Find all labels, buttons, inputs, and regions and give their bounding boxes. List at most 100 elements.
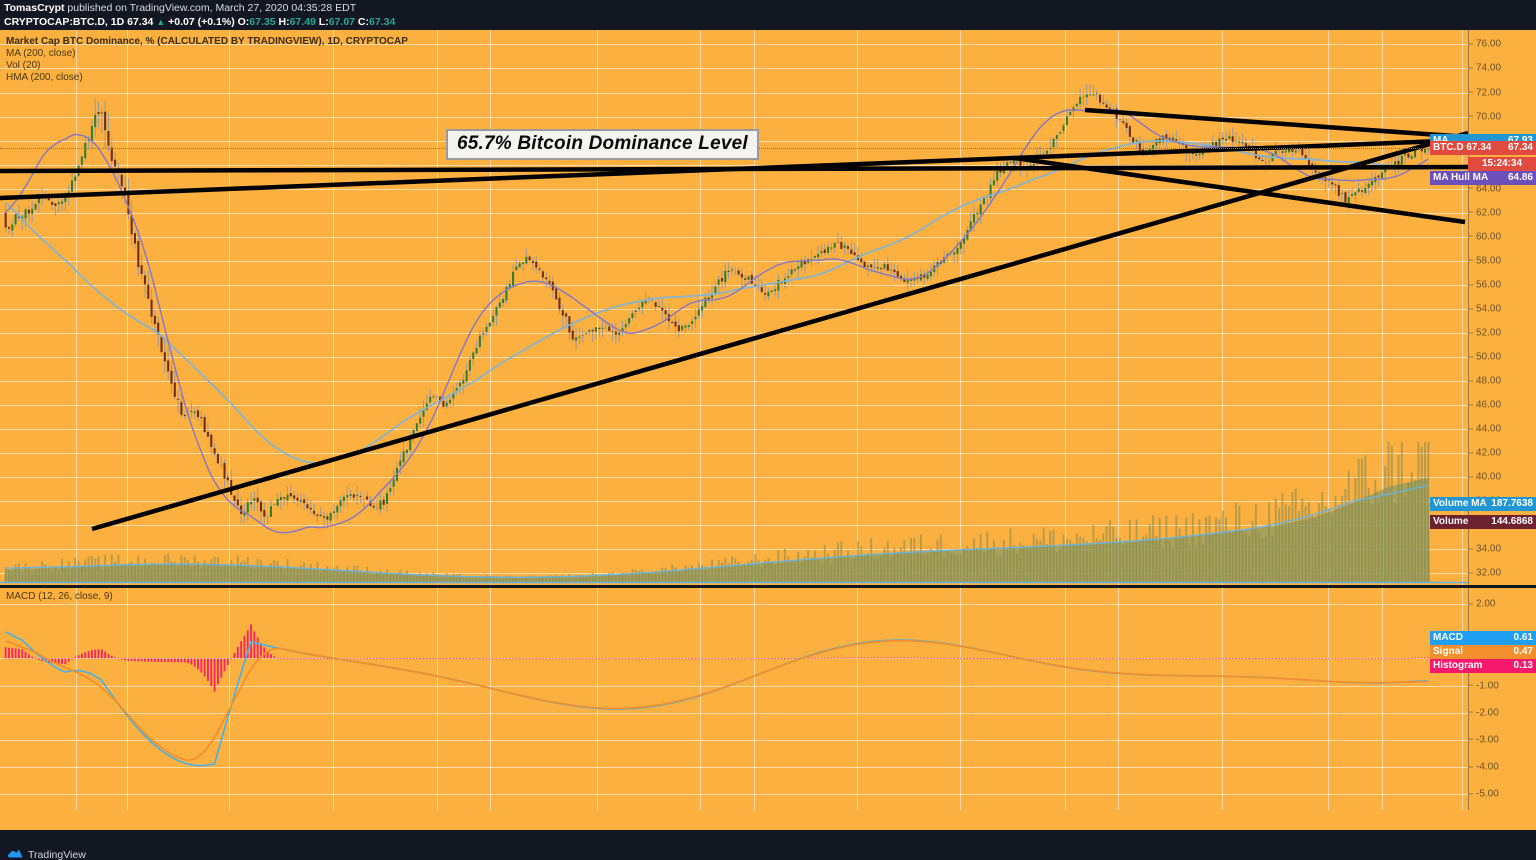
scale-tick: -4.00 (1468, 761, 1536, 772)
macd-scale[interactable]: 2.000.00-1.00-2.00-3.00-4.00-5.00 MACD 0… (1430, 588, 1536, 810)
scale-tick: 56.00 (1468, 279, 1536, 290)
gridline-v (333, 588, 334, 810)
gridline-v (857, 588, 858, 810)
trendline-drawings[interactable] (0, 30, 1468, 585)
gridline-h (0, 524, 1468, 526)
gridline-v (1382, 30, 1383, 585)
gridline-h (0, 44, 1468, 46)
tradingview-cloud-icon (8, 849, 23, 858)
scale-tick: 34.00 (1468, 544, 1536, 555)
gridline-v (1222, 30, 1223, 585)
price-pane[interactable]: Market Cap BTC Dominance, % (CALCULATED … (0, 30, 1468, 585)
dominance-level-annotation[interactable]: 65.7% Bitcoin Dominance Level (446, 129, 759, 160)
gridline-h (0, 404, 1468, 406)
lower-channel-trendline[interactable] (1013, 155, 1466, 225)
badge-signal: Signal 0.47 (1430, 644, 1536, 659)
gridline-h (0, 476, 1468, 478)
badge-macd-name: MACD (1433, 631, 1463, 643)
secondary-rising-trendline[interactable] (0, 137, 1468, 201)
badge-hma-name: MA Hull MA (1433, 172, 1489, 184)
price-scale[interactable]: 76.0074.0072.0070.0068.0066.0064.0062.00… (1430, 30, 1536, 585)
chart-body[interactable]: Market Cap BTC Dominance, % (CALCULATED … (0, 30, 1536, 830)
badge-hma-value: 64.86 (1507, 172, 1533, 184)
scale-tick: 62.00 (1468, 207, 1536, 218)
publish-info: published on TradingView.com, March 27, … (67, 2, 357, 14)
low-value: 67.07 (328, 16, 355, 28)
gridline-v (1328, 30, 1329, 585)
gridline-h (0, 212, 1468, 214)
gridline-h (0, 452, 1468, 454)
gridline-h (0, 308, 1468, 310)
symbol-quote-line: CRYPTOCAP:BTC.D, 1D 67.34 ▲ +0.07 (+0.1%… (4, 15, 1536, 29)
scale-tick: 2.00 (1468, 599, 1536, 610)
low-label: L: (318, 16, 329, 28)
footer-bar (0, 846, 1536, 860)
volume-ma-line (5, 484, 1429, 578)
tradingview-logo[interactable]: TradingView (8, 848, 86, 860)
gridline-v (1382, 588, 1383, 810)
scale-tick: 32.00 (1468, 568, 1536, 579)
gridline-v (1065, 588, 1066, 810)
legend-hma[interactable]: HMA (200, close) (6, 72, 83, 83)
gridline-v (333, 30, 334, 585)
gridline-h (0, 68, 1468, 70)
ma-200-line (5, 140, 1429, 464)
gridline-v (76, 30, 77, 585)
badge-countdown: 15:24:34 (1468, 157, 1536, 172)
gridline-h (0, 188, 1468, 190)
scale-tick: 52.00 (1468, 327, 1536, 338)
badge-volume: Volume 144.6868 (1430, 515, 1536, 529)
gridline-h (0, 685, 1468, 687)
scale-tick: 72.00 (1468, 87, 1536, 98)
gridline-v (597, 30, 598, 585)
gridline-v (754, 30, 755, 585)
badge-price-value: 67.34 (1507, 142, 1533, 154)
gridline-h (0, 766, 1468, 768)
rising-support-trendline[interactable] (91, 130, 1468, 532)
badge-last-price: BTC.D 67.34 67.34 (1430, 141, 1536, 156)
gridline-v (437, 30, 438, 585)
falling-resistance-trendline[interactable] (1084, 107, 1468, 140)
macd-histogram (4, 624, 1430, 692)
scale-tick: 42.00 (1468, 447, 1536, 458)
gridline-h (0, 428, 1468, 430)
tradingview-brand-text: TradingView (28, 848, 86, 860)
high-value: 67.49 (289, 16, 316, 28)
badge-price-name: BTC.D 67.34 (1433, 142, 1492, 154)
pane-separator[interactable] (0, 585, 1536, 588)
price-pane-legend: Market Cap BTC Dominance, % (CALCULATED … (6, 36, 408, 84)
scale-tick: -1.00 (1468, 680, 1536, 691)
scale-tick: 40.00 (1468, 471, 1536, 482)
last-price: 67.34 (127, 16, 154, 28)
scale-tick: 50.00 (1468, 351, 1536, 362)
publish-line: TomasCrypt published on TradingView.com,… (4, 2, 1536, 15)
close-label: C: (357, 16, 370, 28)
macd-pane[interactable]: MACD (12, 26, close, 9) (0, 588, 1468, 810)
gridline-v (1118, 30, 1119, 585)
legend-macd-title[interactable]: MACD (12, 26, close, 9) (6, 591, 113, 602)
symbol-label[interactable]: CRYPTOCAP:BTC.D, 1D (4, 16, 125, 28)
gridline-v (76, 588, 77, 810)
badge-histogram: Histogram 0.13 (1430, 658, 1536, 673)
gridline-v (960, 588, 961, 810)
legend-vol[interactable]: Vol (20) (6, 60, 41, 71)
gridline-h (0, 356, 1468, 358)
gridline-v (490, 30, 491, 585)
badge-histogram-name: Histogram (1433, 659, 1483, 671)
legend-ma[interactable]: MA (200, close) (6, 48, 76, 59)
gridline-h (0, 739, 1468, 741)
macd-line (5, 631, 1429, 767)
chart-header: TomasCrypt published on TradingView.com,… (0, 0, 1536, 30)
gridline-h (0, 260, 1468, 262)
macd-signal-line (5, 639, 1429, 762)
macd-series-overlay (4, 624, 1430, 767)
scale-tick: 58.00 (1468, 255, 1536, 266)
badge-volume-ma-name: Volume MA (1433, 498, 1487, 509)
high-label: H: (278, 16, 290, 28)
gridline-h (0, 92, 1468, 94)
scale-tick: 64.00 (1468, 183, 1536, 194)
gridline-v (700, 588, 701, 810)
gridline-v (1222, 588, 1223, 810)
open-value: 67.35 (249, 16, 276, 28)
